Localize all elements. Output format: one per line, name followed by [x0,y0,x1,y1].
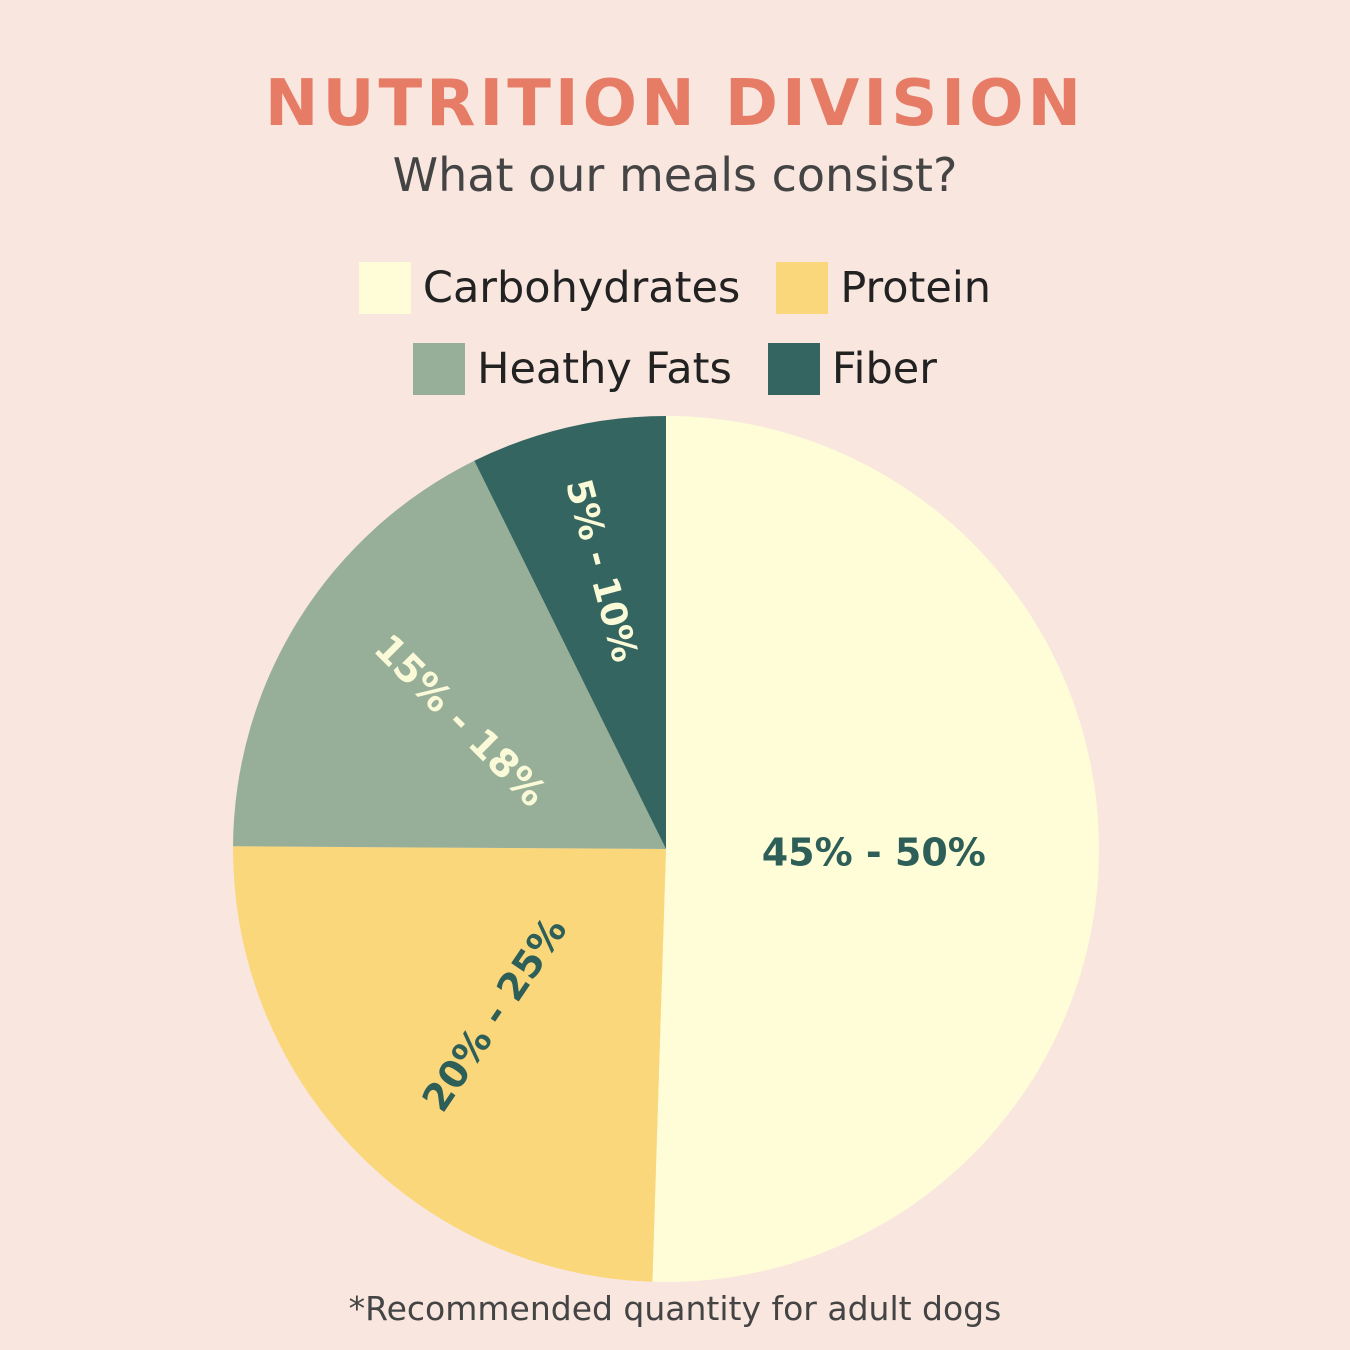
legend-swatch-heathy-fats [413,343,466,395]
pie-slice-carbohydrates [652,416,1099,1282]
chart-subtitle: What our meals consist? [392,148,958,202]
pie-slice-fiber [474,416,666,849]
pie-slice-heathy-fats [233,460,666,849]
legend-swatch-protein [776,262,829,314]
legend-label-fiber: Fiber [831,344,937,394]
legend-label-protein: Protein [840,263,992,313]
pie-slice-protein [233,846,667,1282]
legend-label-carbohydrates: Carbohydrates [422,263,741,313]
legend-item-protein: Protein [776,262,991,314]
legend-swatch-fiber [767,343,820,395]
legend-label-heathy-fats: Heathy Fats [477,344,732,394]
chart-title: NUTRITION DIVISION [264,67,1086,141]
legend-item-heathy-fats: Heathy Fats [413,343,732,395]
footnote: *Recommended quantity for adult dogs [348,1289,1002,1328]
slice-label-carbohydrates: 45% - 50% [762,830,986,874]
legend-item-fiber: Fiber [767,343,937,395]
legend-row-2: Heathy Fats Fiber [0,343,1350,395]
legend-row-1: Carbohydrates Protein [0,262,1350,314]
legend-swatch-carbohydrates [358,262,411,314]
legend-item-carbohydrates: Carbohydrates [358,262,741,314]
